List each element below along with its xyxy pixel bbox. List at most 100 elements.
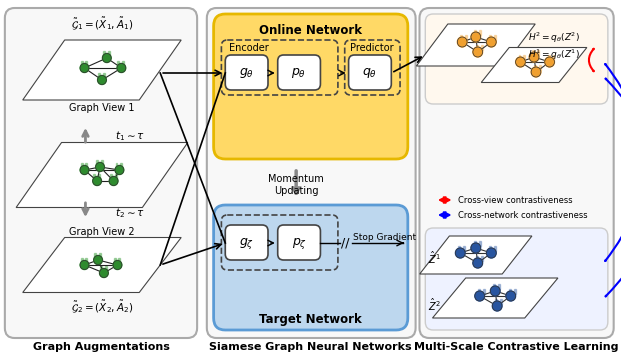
Text: Cross-view contrastiveness: Cross-view contrastiveness [458, 196, 573, 205]
Text: $g_\theta$: $g_\theta$ [239, 66, 254, 80]
Bar [115, 174, 116, 179]
Bar [86, 163, 88, 168]
FancyArrowPatch shape [605, 79, 640, 296]
Text: Predictor: Predictor [350, 43, 394, 53]
Bar [99, 253, 101, 258]
Bar [96, 160, 98, 165]
Text: $g_\zeta$: $g_\zeta$ [239, 236, 254, 251]
Bar [122, 61, 124, 66]
FancyBboxPatch shape [426, 14, 608, 104]
Bar [476, 45, 477, 50]
Polygon shape [420, 236, 532, 274]
Circle shape [95, 162, 104, 171]
Circle shape [117, 64, 125, 72]
Text: $H^1 = q_\theta(Z^1)$: $H^1 = q_\theta(Z^1)$ [528, 48, 580, 62]
Circle shape [531, 67, 541, 77]
Bar [514, 289, 516, 294]
Circle shape [473, 47, 483, 57]
Text: $\hat{Z}^1$: $\hat{Z}^1$ [428, 250, 441, 266]
Bar [118, 258, 120, 263]
Bar [81, 258, 83, 263]
Bar [490, 35, 492, 40]
Text: Stop Gradient: Stop Gradient [353, 232, 417, 241]
Bar [465, 35, 467, 40]
Circle shape [458, 37, 467, 47]
Text: $t_2 \sim \tau$: $t_2 \sim \tau$ [115, 206, 145, 220]
Bar [86, 258, 88, 263]
Circle shape [471, 243, 481, 253]
Bar [534, 65, 536, 70]
Bar [539, 65, 541, 70]
Bar [94, 253, 96, 258]
Bar [105, 266, 107, 271]
Bar [479, 241, 481, 246]
Bar [474, 241, 476, 246]
Text: $\hat{Z}^2$: $\hat{Z}^2$ [428, 297, 441, 313]
Circle shape [492, 301, 502, 311]
Text: Encoder: Encoder [228, 43, 268, 53]
Circle shape [486, 37, 496, 47]
Bar [98, 73, 100, 78]
Bar [81, 163, 83, 168]
Bar [495, 299, 497, 304]
Bar [120, 163, 122, 168]
Circle shape [486, 248, 496, 258]
Text: $t_1 \sim \tau$: $t_1 \sim \tau$ [115, 129, 145, 143]
Text: $p_\theta$: $p_\theta$ [291, 66, 307, 80]
Text: $p_\zeta$: $p_\zeta$ [291, 236, 307, 251]
Bar [532, 50, 534, 55]
Bar [479, 30, 481, 35]
Circle shape [113, 261, 122, 270]
Text: Graph Augmentations: Graph Augmentations [33, 342, 170, 352]
Circle shape [529, 52, 539, 62]
Bar [86, 61, 88, 66]
Circle shape [456, 248, 465, 258]
FancyBboxPatch shape [419, 8, 614, 338]
Bar [109, 174, 111, 179]
Text: Graph View 1: Graph View 1 [69, 103, 134, 113]
Circle shape [115, 166, 124, 175]
Bar [114, 258, 116, 263]
Circle shape [97, 75, 106, 85]
Circle shape [100, 268, 108, 277]
Circle shape [516, 57, 525, 67]
Circle shape [93, 256, 102, 265]
Bar [509, 289, 511, 294]
Circle shape [80, 166, 89, 175]
Bar [116, 163, 118, 168]
Text: Momentum
Updating: Momentum Updating [268, 174, 324, 196]
Text: $q_\theta$: $q_\theta$ [362, 66, 378, 80]
Text: Online Network: Online Network [259, 24, 362, 36]
FancyBboxPatch shape [349, 55, 391, 90]
FancyBboxPatch shape [278, 55, 321, 90]
FancyBboxPatch shape [225, 225, 268, 260]
Bar [481, 256, 483, 261]
Text: //: // [341, 236, 350, 250]
Bar [481, 45, 483, 50]
FancyBboxPatch shape [5, 8, 197, 338]
FancyBboxPatch shape [225, 55, 268, 90]
Bar [476, 256, 477, 261]
Bar [98, 174, 100, 179]
Circle shape [473, 258, 483, 268]
Bar [81, 61, 83, 66]
Text: Siamese Graph Neural Networks: Siamese Graph Neural Networks [209, 342, 412, 352]
FancyArrowPatch shape [605, 64, 640, 261]
Circle shape [490, 286, 500, 296]
Circle shape [109, 176, 118, 186]
Bar [103, 51, 105, 56]
Text: $\tilde{\mathcal{G}}_2 = (\tilde{X}_2, \tilde{A}_2)$: $\tilde{\mathcal{G}}_2 = (\tilde{X}_2, \… [70, 299, 133, 315]
Bar [101, 160, 103, 165]
Text: Cross-network contrastiveness: Cross-network contrastiveness [458, 211, 588, 220]
Text: $\tilde{\mathcal{G}}_1 = (\tilde{X}_1, \tilde{A}_1)$: $\tilde{\mathcal{G}}_1 = (\tilde{X}_1, \… [70, 16, 133, 32]
Bar [100, 266, 102, 271]
Polygon shape [433, 278, 558, 318]
Bar [93, 174, 95, 179]
Circle shape [93, 176, 102, 186]
Circle shape [471, 32, 481, 42]
Text: Multi-Scale Contrastive Learning: Multi-Scale Contrastive Learning [414, 342, 619, 352]
Text: Graph View 2: Graph View 2 [69, 227, 135, 237]
Bar [460, 35, 462, 40]
Bar [518, 55, 520, 60]
Bar [474, 30, 476, 35]
